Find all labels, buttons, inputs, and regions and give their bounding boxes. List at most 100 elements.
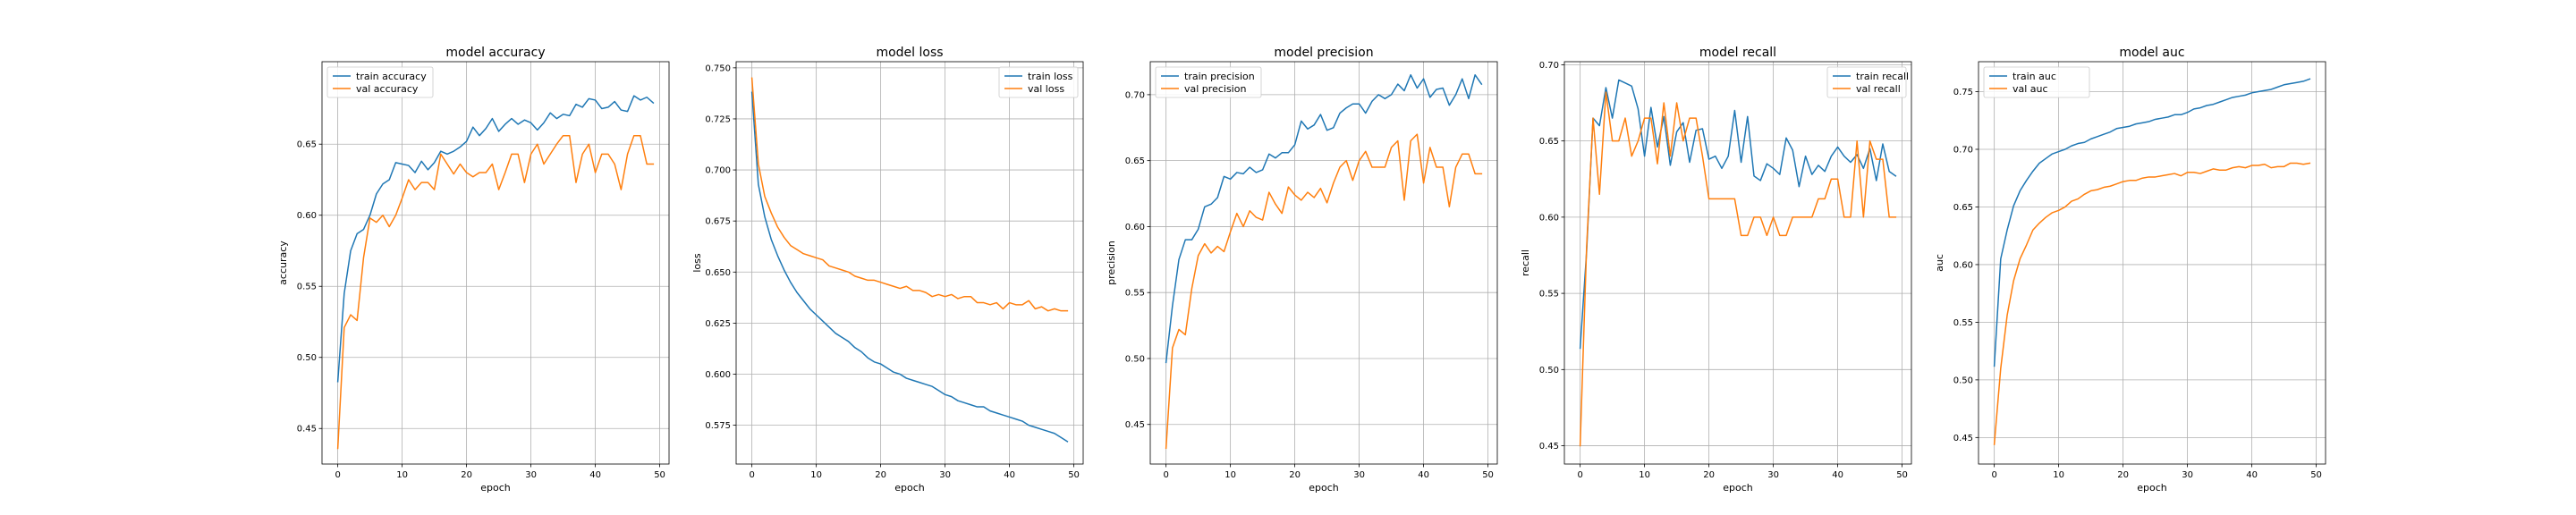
y-tick-label: 0.70 <box>1539 61 1559 71</box>
x-tick-label: 10 <box>1224 470 1236 480</box>
x-tick-label: 50 <box>1068 470 1080 480</box>
x-tick-label: 0 <box>1577 470 1582 480</box>
y-tick-label: 0.70 <box>1953 145 1973 155</box>
x-tick-label: 10 <box>2053 470 2064 480</box>
axes-frame <box>321 61 670 465</box>
x-tick-label: 0 <box>1991 470 1996 480</box>
x-tick-label: 0 <box>335 470 340 480</box>
series-line-0 <box>1579 79 1897 350</box>
x-tick-label: 30 <box>2182 470 2193 480</box>
legend-box <box>1155 66 1262 98</box>
y-tick-label: 0.50 <box>1125 354 1145 364</box>
x-tick-label: 50 <box>2310 470 2322 480</box>
y-tick-label: 0.600 <box>705 370 731 380</box>
x-tick-label: 20 <box>875 470 886 480</box>
chart-panel-1: 0 10 20 30 40 50 0.575 0.600 0.625 0.650 0.675 0.70… <box>691 46 1084 494</box>
y-axis-label: auc <box>1934 254 1945 272</box>
x-tick-label: 20 <box>2117 470 2129 480</box>
legend-box <box>998 66 1079 98</box>
x-tick-label: 40 <box>1418 470 1429 480</box>
x-tick-label: 30 <box>1353 470 1365 480</box>
x-tick-label: 20 <box>1703 470 1715 480</box>
axes-frame <box>1563 61 1912 465</box>
legend-box <box>326 66 434 98</box>
x-tick-label: 0 <box>749 470 754 480</box>
y-tick-label: 0.65 <box>297 140 317 150</box>
x-axis-label: epoch <box>2137 482 2167 494</box>
series-line-0 <box>750 91 1069 443</box>
legend-label-0: train accuracy <box>356 71 427 82</box>
y-tick-label: 0.45 <box>1125 420 1145 430</box>
chart-title: model precision <box>1274 46 1373 60</box>
x-tick-label: 30 <box>525 470 537 480</box>
series-line-1 <box>750 77 1069 312</box>
x-axis-label: epoch <box>480 482 511 494</box>
y-axis-label: loss <box>691 253 703 273</box>
legend-box <box>1983 66 2090 98</box>
y-tick-label: 0.675 <box>705 217 731 227</box>
legend-label-0: train recall <box>1856 71 1909 82</box>
x-tick-label: 10 <box>1639 470 1650 480</box>
legend-label-1: val recall <box>1856 83 1901 95</box>
y-tick-label: 0.50 <box>1539 366 1559 376</box>
x-tick-label: 50 <box>1896 470 1908 480</box>
y-tick-label: 0.65 <box>1953 203 1973 213</box>
chart-panel-3: 0 10 20 30 40 50 0.45 0.50 0.55 0.60 0.65 0.70 model… <box>1520 46 1912 494</box>
y-tick-label: 0.60 <box>1953 260 1973 270</box>
x-axis-label: epoch <box>894 482 925 494</box>
y-tick-label: 0.50 <box>297 353 317 363</box>
x-axis-label: epoch <box>1723 482 1753 494</box>
chart-title: model accuracy <box>445 46 545 60</box>
chart-title: model loss <box>876 46 943 60</box>
legend-label-1: val accuracy <box>356 83 419 95</box>
y-tick-label: 0.55 <box>1539 290 1559 300</box>
chart-panel-0: 0 10 20 30 40 50 0.45 0.50 0.55 0.60 0.65 model acc… <box>277 46 670 494</box>
legend-label-1: val loss <box>1028 83 1064 95</box>
chart-title: model recall <box>1699 46 1776 60</box>
y-tick-label: 0.55 <box>1953 318 1973 328</box>
x-tick-label: 10 <box>810 470 822 480</box>
x-tick-label: 50 <box>1482 470 1494 480</box>
x-axis-label: epoch <box>1309 482 1339 494</box>
y-tick-label: 0.55 <box>297 283 317 292</box>
axes-frame <box>735 61 1084 465</box>
x-tick-label: 40 <box>589 470 601 480</box>
y-tick-label: 0.45 <box>1953 434 1973 443</box>
x-tick-label: 20 <box>461 470 472 480</box>
legend-label-0: train auc <box>2012 71 2056 82</box>
legend-label-1: val auc <box>2012 83 2048 95</box>
legend-label-0: train precision <box>1184 71 1255 82</box>
x-tick-label: 40 <box>2246 470 2258 480</box>
y-tick-label: 0.50 <box>1953 376 1973 385</box>
x-tick-label: 40 <box>1832 470 1843 480</box>
y-tick-label: 0.65 <box>1539 137 1559 147</box>
y-tick-label: 0.725 <box>705 114 731 124</box>
legend-label-0: train loss <box>1028 71 1073 82</box>
series-line-1 <box>336 134 655 450</box>
x-tick-label: 30 <box>939 470 951 480</box>
series-line-1 <box>1165 133 1483 450</box>
chart-panel-4: 0 10 20 30 40 50 0.45 0.50 0.55 0.60 0.65 0.70 0.75 m… <box>1934 46 2326 494</box>
series-line-0 <box>1993 78 2311 367</box>
chart-panel-2: 0 10 20 30 40 50 0.45 0.50 0.55 0.60 0.65 0.70 model… <box>1106 46 1498 494</box>
y-tick-label: 0.75 <box>1953 88 1973 97</box>
series-line-0 <box>336 95 655 383</box>
x-tick-label: 30 <box>1767 470 1779 480</box>
x-tick-label: 50 <box>654 470 665 480</box>
series-line-1 <box>1579 91 1897 447</box>
legend-label-1: val precision <box>1184 83 1246 95</box>
y-tick-label: 0.575 <box>705 421 731 431</box>
y-tick-label: 0.65 <box>1125 156 1145 166</box>
chart-title: model auc <box>2119 46 2184 60</box>
y-tick-label: 0.700 <box>705 166 731 176</box>
axes-frame <box>1149 61 1498 465</box>
y-tick-label: 0.750 <box>705 63 731 73</box>
axes-frame <box>1978 61 2326 465</box>
y-tick-label: 0.60 <box>1125 223 1145 232</box>
